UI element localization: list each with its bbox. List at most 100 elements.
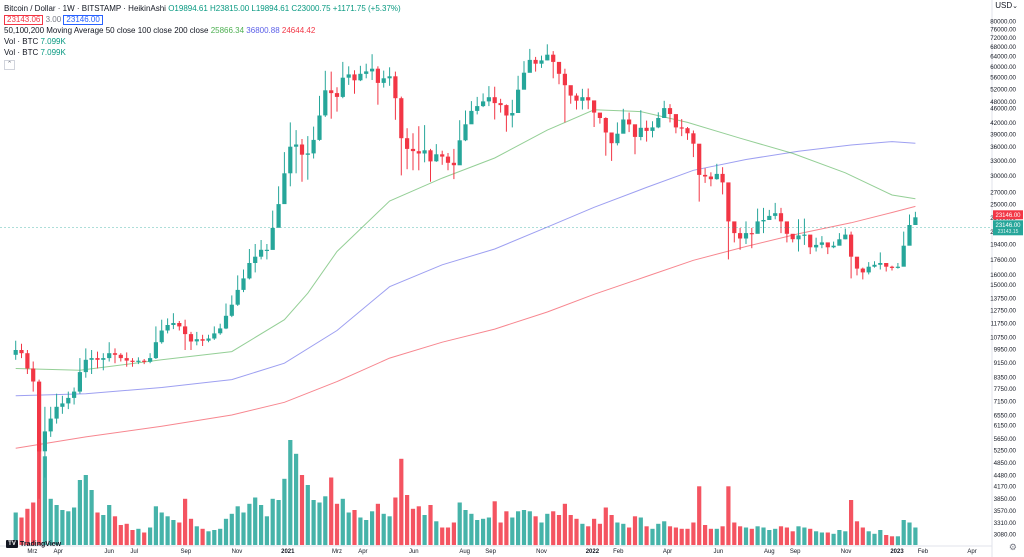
candle-body <box>89 358 94 360</box>
candle-body <box>586 97 591 101</box>
price-axis-label: 60000.00 <box>990 64 1016 71</box>
candle <box>738 227 743 250</box>
price-axis-label: 56000.00 <box>990 75 1016 82</box>
candle <box>405 128 410 170</box>
candle-body <box>790 233 795 240</box>
volume-bar <box>568 515 573 545</box>
candle <box>580 88 585 110</box>
candle-body <box>457 140 462 166</box>
currency-selector[interactable]: USD⌄ <box>995 1 1018 10</box>
volume-bar <box>13 512 18 545</box>
candle <box>223 303 229 330</box>
candle-body <box>422 150 427 154</box>
volume-bar <box>410 508 416 546</box>
ma50-line <box>15 109 916 371</box>
volume-bar <box>901 520 906 545</box>
candle-body <box>732 221 737 234</box>
volume-bar <box>317 502 322 545</box>
candle-body <box>667 108 673 114</box>
price-axis-label: 25000.00 <box>990 202 1016 209</box>
candle <box>393 71 398 120</box>
candle-body <box>475 106 480 111</box>
volume-bar <box>107 505 112 545</box>
candle <box>802 218 807 245</box>
volume-bars <box>13 440 918 546</box>
price-axis-label: 19400.00 <box>990 242 1016 249</box>
volume-bar <box>796 526 801 546</box>
candle <box>323 70 328 117</box>
candle-body <box>872 264 877 267</box>
candle <box>95 351 100 369</box>
candle-body <box>370 68 375 72</box>
ask-price-button[interactable]: 23146.00 <box>63 15 103 25</box>
tradingview-logo[interactable]: TV TradingView <box>6 540 61 548</box>
price-axis-label: 4480.00 <box>994 472 1017 479</box>
volume-bar <box>54 505 59 545</box>
bid-ask-row: 23143.06 3.00 23146.00 <box>4 14 401 25</box>
ma200-price-tag: 23146.00 <box>993 210 1023 220</box>
candle <box>183 319 188 350</box>
volume-bar <box>159 512 164 545</box>
candle <box>381 70 386 88</box>
time-axis-label: Apr <box>663 549 672 555</box>
volume-bar <box>790 531 795 546</box>
candle <box>434 144 439 162</box>
candle <box>440 150 445 165</box>
candle-body <box>212 333 217 339</box>
candle <box>819 236 824 249</box>
candle-body <box>621 119 626 134</box>
candle-body <box>393 76 398 99</box>
chevron-down-icon: ⌄ <box>1012 3 1018 10</box>
volume-label: Vol · BTC <box>4 37 39 46</box>
volume-bar <box>481 518 486 546</box>
volume-bar <box>621 523 626 546</box>
time-axis-label: Apr <box>967 549 976 555</box>
candle-body <box>375 68 380 83</box>
candle <box>235 275 240 306</box>
candle-body <box>77 372 82 392</box>
candle-body <box>334 93 340 97</box>
candle-body <box>533 59 538 64</box>
ma-row[interactable]: 50,100,200 Moving Average 50 close 100 c… <box>4 25 401 36</box>
candle-body <box>708 176 713 180</box>
candle <box>340 61 345 99</box>
logo-text: TradingView <box>20 540 62 548</box>
volume-bar <box>381 513 386 546</box>
volume-bar <box>72 507 77 545</box>
candle <box>200 334 205 346</box>
chevron-up-icon[interactable]: ⌃ <box>4 60 15 70</box>
candle-body <box>627 119 632 125</box>
chart-legend: Bitcoin / Dollar · 1W · BITSTAMP · Heiki… <box>4 3 401 70</box>
candle-body <box>726 182 731 222</box>
symbol-title[interactable]: Bitcoin / Dollar · 1W · BITSTAMP · Heiki… <box>4 4 166 13</box>
volume-bar <box>259 505 264 545</box>
candle <box>370 54 375 80</box>
candle-body <box>510 113 515 116</box>
volume-bar <box>48 498 53 546</box>
time-axis-label: Sep <box>181 549 192 555</box>
candle <box>264 244 269 260</box>
volume-row-1[interactable]: Vol · BTC 7.099K <box>4 36 401 47</box>
volume-row-2[interactable]: Vol · BTC 7.099K <box>4 47 401 58</box>
current-price-tag-bg <box>993 220 1023 236</box>
candle <box>229 295 234 318</box>
gear-icon[interactable]: ⚙ <box>1008 542 1017 552</box>
candle <box>843 228 848 240</box>
ma-label: 50,100,200 Moving Average 50 close 100 c… <box>4 26 209 35</box>
price-axis-label: 9950.00 <box>994 347 1017 354</box>
candle <box>697 143 702 202</box>
volume-bar <box>533 516 538 546</box>
time-axis-label: Apr <box>54 549 63 555</box>
candle <box>767 209 772 220</box>
candle-body <box>743 233 749 239</box>
candle <box>831 241 836 249</box>
candle-body <box>843 234 848 240</box>
bid-price-button[interactable]: 23143.06 <box>4 15 44 25</box>
candle <box>814 237 819 252</box>
candle-body <box>854 256 860 269</box>
volume-bar <box>142 532 147 545</box>
volume-bar <box>556 515 562 545</box>
candle <box>66 391 71 410</box>
